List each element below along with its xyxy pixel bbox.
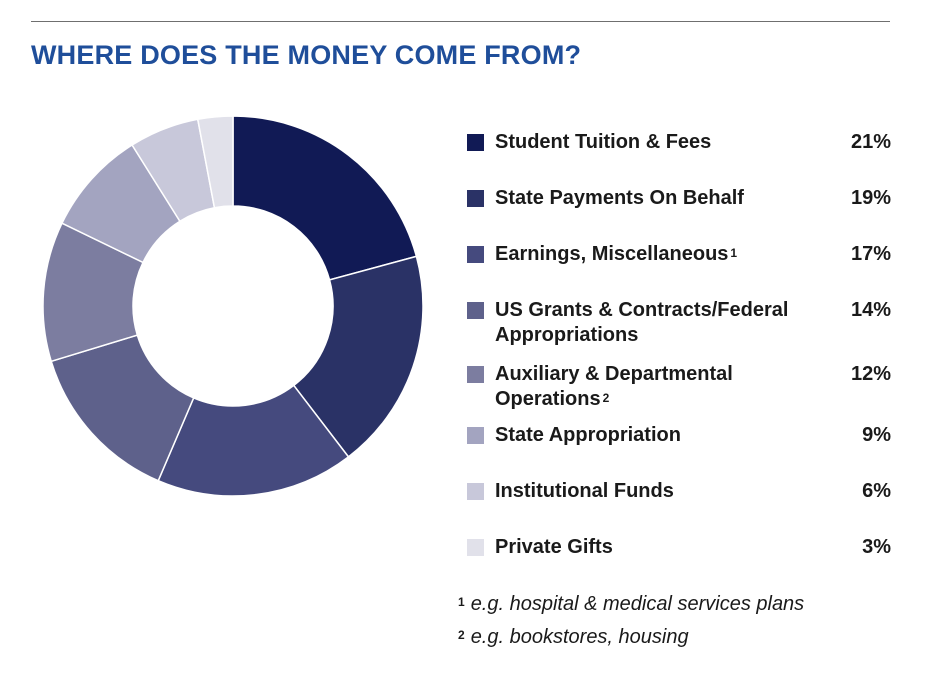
legend-value: 6% bbox=[862, 480, 891, 502]
footnote-text: e.g. hospital & medical services plans bbox=[470, 593, 805, 615]
footnote-1: 1 e.g. hospital & medical services plans bbox=[458, 592, 804, 616]
legend-label: Earnings, Miscellaneous 1 bbox=[495, 243, 738, 265]
legend-value: 17% bbox=[850, 243, 891, 265]
legend-swatch bbox=[467, 302, 484, 319]
legend-swatch bbox=[467, 134, 484, 151]
legend-value: 12% bbox=[850, 363, 891, 385]
legend-label: State Appropriation bbox=[495, 424, 681, 446]
legend-swatch bbox=[467, 246, 484, 263]
legend-value: 9% bbox=[862, 424, 891, 446]
legend-swatch bbox=[467, 427, 484, 444]
legend-label: Private Gifts bbox=[495, 536, 613, 558]
footnote-mark: 1 bbox=[458, 595, 465, 609]
legend-swatch bbox=[467, 366, 484, 383]
donut-slice-private-gifts bbox=[196, 115, 234, 209]
footnote-marker: 1 bbox=[730, 246, 738, 260]
donut-chart bbox=[42, 115, 424, 497]
donut-slice-student-tuition bbox=[232, 115, 418, 281]
legend-value: 21% bbox=[850, 131, 891, 153]
legend-value: 14% bbox=[850, 299, 891, 321]
legend-label: US Grants & Contracts/Federal Appropriat… bbox=[495, 299, 789, 346]
top-divider bbox=[31, 21, 890, 22]
footnote-marker: 2 bbox=[602, 391, 610, 405]
legend-label: Institutional Funds bbox=[495, 480, 674, 502]
legend-label: Auxiliary & Departmental Operations 2 bbox=[495, 363, 733, 410]
legend-value: 3% bbox=[862, 536, 891, 558]
footnote-2: 2 e.g. bookstores, housing bbox=[458, 625, 689, 649]
page-title: WHERE DOES THE MONEY COME FROM? bbox=[31, 40, 582, 70]
footnote-text: e.g. bookstores, housing bbox=[470, 626, 689, 648]
footnote-mark: 2 bbox=[458, 628, 465, 642]
donut-slice-state-payments bbox=[292, 255, 424, 458]
legend-swatch bbox=[467, 190, 484, 207]
legend-value: 19% bbox=[850, 187, 891, 209]
legend-swatch bbox=[467, 539, 484, 556]
legend-label: Student Tuition & Fees bbox=[495, 131, 712, 153]
legend-label: State Payments On Behalf bbox=[495, 187, 744, 209]
legend-swatch bbox=[467, 483, 484, 500]
donut-slice-earnings bbox=[157, 384, 350, 497]
